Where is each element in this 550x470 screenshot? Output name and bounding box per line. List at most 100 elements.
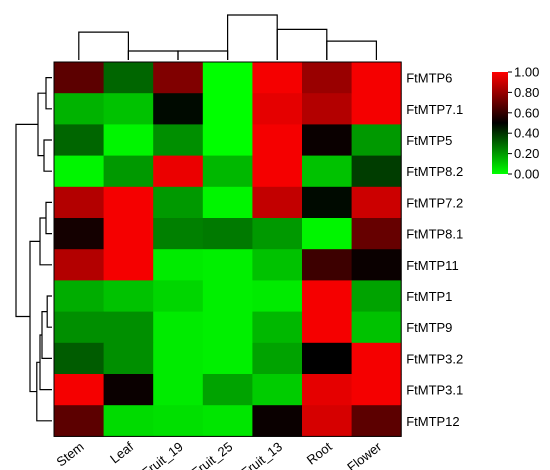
- heatmap-cell: [54, 311, 104, 344]
- column-label: Fruit_19: [139, 439, 186, 470]
- heatmap-cell: [202, 218, 253, 250]
- colorbar-tick-label: 0.20: [514, 146, 539, 161]
- heatmap-cell: [153, 405, 204, 437]
- row-label: FtMTP6: [406, 71, 452, 86]
- heatmap-cell: [202, 62, 253, 94]
- heatmap-cell: [302, 342, 352, 375]
- heatmap-cell: [202, 186, 253, 219]
- heatmap-cell: [302, 249, 352, 281]
- heatmap-cell: [153, 186, 204, 219]
- row-label: FtMTP7.2: [406, 195, 463, 210]
- colorbar-ticks: 0.00 0.20 0.40 0.60 0.80 1.00: [508, 65, 539, 182]
- dendrogram-branch: [45, 201, 52, 235]
- heatmap-cell: [252, 280, 303, 312]
- heatmap-cell: [202, 342, 253, 375]
- heatmap-cell: [103, 218, 154, 250]
- colorbar-tick-label: 0.40: [514, 126, 539, 141]
- heatmap-cell: [153, 155, 204, 188]
- dendrogram-branch: [177, 50, 229, 60]
- row-label: FtMTP12: [406, 414, 459, 429]
- heatmap-cell: [103, 280, 154, 312]
- heatmap-cell: [202, 311, 253, 344]
- heatmap-cell: [351, 249, 402, 281]
- dendrogram-branch: [37, 92, 46, 157]
- heatmap-cell: [103, 311, 154, 344]
- heatmap-cell: [302, 405, 352, 437]
- colorbar-tick-label: 1.00: [514, 65, 539, 80]
- column-dendrogram: [78, 14, 377, 60]
- heatmap-cell: [351, 155, 402, 188]
- heatmap-cell: [153, 311, 204, 344]
- dendrogram-branch: [127, 50, 179, 60]
- row-label: FtMTP9: [406, 320, 452, 335]
- heatmap-cell: [351, 124, 402, 156]
- heatmap-cell: [202, 374, 253, 406]
- row-label: FtMTP8.1: [406, 227, 463, 242]
- heatmap-cell: [302, 186, 352, 219]
- heatmap-cell: [153, 374, 204, 406]
- heatmap-cell: [302, 62, 352, 94]
- heatmap-cell: [103, 62, 154, 94]
- colorbar-tick-label: 0.80: [514, 85, 539, 100]
- heatmap-cell: [54, 218, 104, 250]
- row-dendrogram: [15, 77, 52, 422]
- dendrogram-branch: [36, 361, 52, 422]
- heatmap-cell: [302, 124, 352, 156]
- column-label: Root: [304, 439, 335, 468]
- column-label: Stem: [54, 439, 87, 470]
- column-label: Flower: [344, 439, 385, 470]
- heatmap-cell: [252, 249, 303, 281]
- dendrogram-branch: [45, 77, 52, 110]
- heatmap-cell: [202, 155, 253, 188]
- column-label: Leaf: [107, 439, 136, 467]
- heatmap-cell: [54, 186, 104, 219]
- dendrogram-branch: [46, 295, 52, 328]
- heatmap-cell: [202, 93, 253, 125]
- heatmap-cell: [103, 249, 154, 281]
- heatmap-cell: [302, 155, 352, 188]
- heatmap-cell: [202, 249, 253, 281]
- heatmap-cell: [54, 62, 104, 94]
- heatmap-cell: [103, 342, 154, 375]
- heatmap-cell: [202, 280, 253, 312]
- row-labels: FtMTP6 FtMTP7.1 FtMTP5 FtMTP8.2 FtMTP7.2 FtMT…: [406, 71, 463, 429]
- heatmap-cell: [351, 280, 402, 312]
- heatmap-cell: [351, 311, 402, 344]
- heatmap-cell: [103, 124, 154, 156]
- heatmap-cell: [302, 218, 352, 250]
- heatmap-cell: [351, 374, 402, 406]
- colorbar-gradient: [492, 72, 508, 174]
- heatmap-cell: [252, 93, 303, 125]
- heatmap-cell: [103, 93, 154, 125]
- heatmap-cell: [351, 93, 402, 125]
- heatmap-cell: [153, 342, 204, 375]
- dendrogram-branch: [326, 40, 377, 60]
- heatmap-cell: [153, 62, 204, 94]
- heatmap-cell: [54, 374, 104, 406]
- heatmap-cell: [153, 280, 204, 312]
- row-label: FtMTP5: [406, 133, 452, 148]
- heatmap-cell: [252, 405, 303, 437]
- heatmap-cell: [202, 405, 253, 437]
- heatmap-cell: [153, 249, 204, 281]
- heatmap-cell: [153, 124, 204, 156]
- heatmap-cell: [252, 124, 303, 156]
- dendrogram-branch: [227, 14, 278, 60]
- heatmap-cell: [54, 93, 104, 125]
- heatmap-cell: [54, 124, 104, 156]
- heatmap-cell: [302, 311, 352, 344]
- heatmap-cell: [103, 374, 154, 406]
- dendrogram-branch: [15, 123, 38, 318]
- heatmap-cell: [302, 93, 352, 125]
- dendrogram-branch: [78, 31, 129, 60]
- dendrogram-branch: [276, 28, 328, 60]
- row-label: FtMTP3.2: [406, 351, 463, 366]
- heatmap-cell: [54, 342, 104, 375]
- row-label: FtMTP1: [406, 289, 452, 304]
- heatmap-cell: [302, 280, 352, 312]
- heatmap-cell: [252, 186, 303, 219]
- row-label: FtMTP11: [406, 258, 459, 273]
- heatmap-cell: [103, 405, 154, 437]
- row-label: FtMTP8.2: [406, 164, 463, 179]
